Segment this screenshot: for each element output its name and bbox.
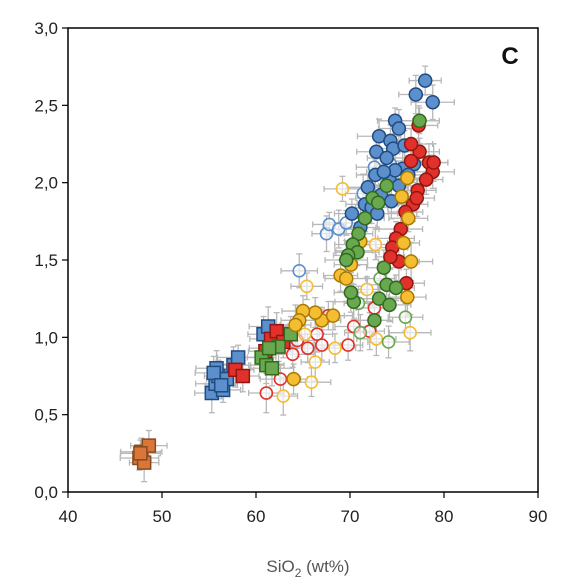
data-point-open-circle: [292, 264, 307, 278]
plot-area: [119, 65, 455, 483]
data-point-circle: [426, 155, 441, 170]
data-point-circle: [379, 178, 394, 194]
data-point-open-circle: [285, 347, 300, 362]
y-tick-label: 0,0: [34, 483, 58, 502]
y-tick-label: 1,5: [34, 251, 58, 270]
data-point-circle: [338, 252, 354, 268]
y-tick-label: 2,5: [34, 96, 58, 115]
data-point-open-circle: [300, 341, 315, 355]
data-point-circle: [307, 305, 323, 320]
data-point-circle: [383, 249, 398, 265]
data-point-circle: [396, 235, 411, 251]
data-point-circle: [391, 121, 407, 136]
y-tick-label: 2,0: [34, 174, 58, 193]
data-point-circle: [400, 289, 415, 305]
data-point-open-circle: [308, 355, 323, 369]
data-point-circle: [370, 195, 386, 211]
data-point-circle: [403, 136, 419, 152]
x-tick-label: 70: [341, 507, 360, 526]
data-point-circle: [412, 113, 427, 129]
data-point-circle: [403, 153, 419, 169]
data-point-open-circle: [403, 325, 417, 340]
x-tick-label: 50: [153, 507, 172, 526]
data-point-circle: [371, 291, 387, 306]
data-point-square: [235, 368, 251, 384]
data-point-circle: [400, 170, 415, 186]
data-point-open-circle: [304, 375, 319, 389]
data-point-open-circle: [381, 335, 396, 349]
data-point-circle: [357, 210, 373, 226]
data-point-open-circle: [314, 338, 329, 352]
data-point-open-circle: [369, 332, 384, 346]
data-point-circle: [403, 254, 419, 269]
axes: 40 50 60 70 80 90 0,0 0,5 1,0 1,5 2,0 2,5 3,0: [34, 19, 547, 526]
data-point-open-circle: [276, 389, 291, 403]
y-tick-label: 0,5: [34, 406, 58, 425]
data-point-circle: [409, 190, 424, 206]
data-point-circle: [417, 73, 433, 88]
data-point-open-circle: [341, 338, 355, 352]
data-point-open-circle: [353, 325, 368, 340]
plot-frame: [67, 27, 539, 493]
data-point-open-circle: [398, 310, 413, 325]
data-point-circle: [369, 144, 384, 159]
x-tick-label: 80: [435, 507, 454, 526]
data-point-square: [230, 350, 246, 365]
data-point-open-circle: [259, 386, 274, 400]
data-point-circle: [408, 87, 424, 102]
y-tick-label: 3,0: [34, 19, 58, 38]
data-point-circle: [401, 210, 416, 226]
data-point-circle: [344, 206, 360, 221]
data-point-circle: [325, 308, 341, 323]
data-point-circle: [425, 94, 440, 110]
data-point-circle: [367, 313, 382, 328]
x-tick-label: 40: [59, 507, 78, 526]
data-point-open-circle: [335, 182, 350, 196]
data-point-open-circle: [298, 327, 312, 342]
data-point-open-circle: [368, 237, 383, 252]
x-tick-label: 90: [529, 507, 548, 526]
data-point-circle: [286, 371, 301, 387]
data-point-square: [206, 365, 221, 381]
data-point-circle: [394, 189, 409, 204]
x-tick-label: 60: [247, 507, 266, 526]
data-point-circle: [343, 285, 359, 300]
data-point-circle: [288, 317, 303, 333]
data-point-square: [133, 446, 148, 461]
data-point-circle: [388, 280, 404, 296]
x-axis-title: SiO2 (wt%): [266, 557, 349, 580]
panel-label: C: [501, 43, 518, 70]
data-point-circle: [418, 172, 434, 187]
data-point-square: [213, 378, 229, 393]
data-point-circle: [376, 260, 392, 275]
data-point-open-circle: [299, 279, 314, 294]
y-tick-label: 1,0: [34, 328, 58, 347]
data-point-circle: [382, 297, 397, 313]
data-point-circle: [338, 271, 354, 286]
data-point-open-circle: [360, 282, 374, 297]
data-point-circle: [379, 150, 394, 166]
data-point-open-circle: [328, 341, 342, 355]
data-point-square: [264, 361, 280, 376]
data-point-circle: [376, 164, 392, 180]
data-point-square: [261, 340, 277, 356]
data-points: [132, 73, 441, 470]
